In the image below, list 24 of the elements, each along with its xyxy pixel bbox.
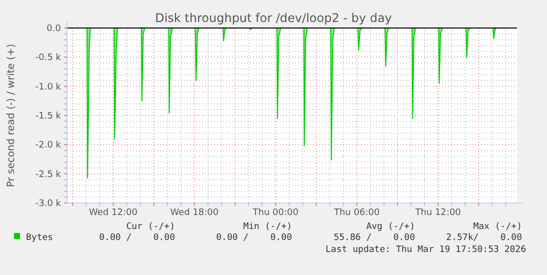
chart-title: Disk throughput for /dev/loop2 - by day bbox=[155, 11, 392, 25]
x-tick-label: Thu 06:00 bbox=[333, 208, 380, 218]
text: 55.86 / 0.00 bbox=[334, 233, 415, 243]
text: 0.00 / 0.00 bbox=[216, 233, 292, 243]
x-tick-label: Wed 18:00 bbox=[170, 208, 219, 218]
y-tick-label: -2.5 k bbox=[35, 170, 62, 180]
x-tick-label: Thu 00:00 bbox=[252, 208, 299, 218]
y-tick-label: -0.5 k bbox=[35, 53, 62, 64]
y-axis-title: Pr second read (-) / write (+) bbox=[6, 44, 17, 188]
y-tick-label: -1.5 k bbox=[35, 112, 62, 122]
y-tick-label: -2.0 k bbox=[35, 140, 62, 151]
text: 2.57k/ 0.00 bbox=[446, 233, 522, 243]
text: Avg (-/+) bbox=[366, 222, 415, 232]
legend-label: Bytes bbox=[26, 233, 54, 243]
y-tick-label: -1.0 k bbox=[35, 82, 62, 92]
x-tick-label: Thu 12:00 bbox=[414, 208, 462, 218]
text: Last update: Thu Mar 19 17:50:53 2026 bbox=[326, 245, 526, 255]
y-tick-label: -3.0 k bbox=[35, 199, 62, 209]
text: 0.00 / 0.00 bbox=[99, 233, 175, 243]
y-tick-label: 0.0 bbox=[46, 24, 62, 34]
x-tick-label: Wed 12:00 bbox=[89, 208, 138, 218]
text: Cur (-/+) bbox=[126, 222, 175, 232]
text: Min (-/+) bbox=[243, 222, 292, 232]
text: Max (-/+) bbox=[473, 222, 522, 232]
